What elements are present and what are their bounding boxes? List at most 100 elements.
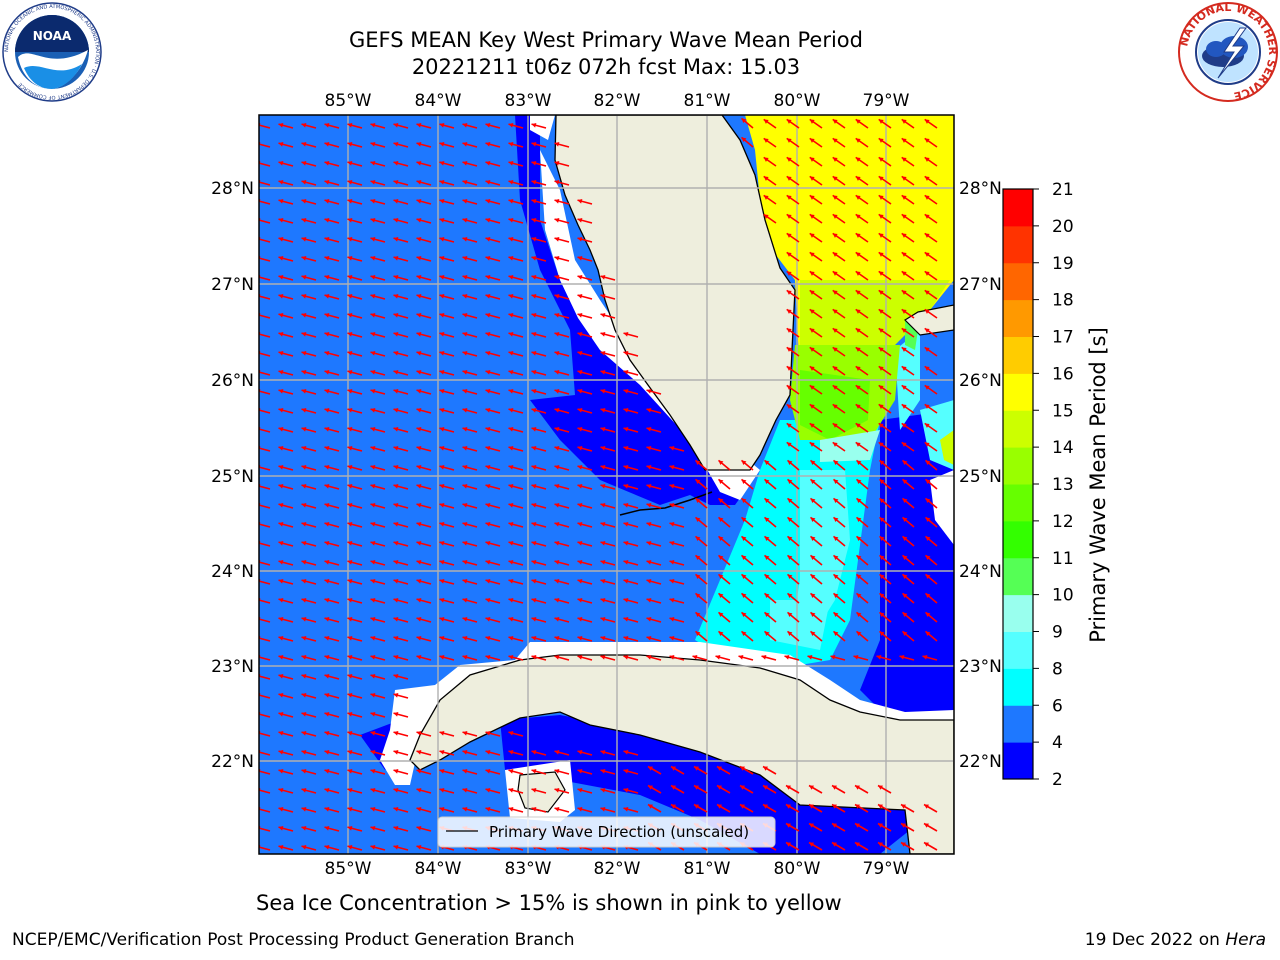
wave-arrow <box>577 616 593 623</box>
wave-arrow <box>370 464 386 471</box>
wave-arrow <box>324 407 340 414</box>
wave-arrow <box>370 483 386 490</box>
wave-arrow <box>554 597 570 604</box>
wave-arrow <box>370 768 386 775</box>
wave-arrow <box>878 365 892 376</box>
wave-arrow <box>809 365 823 376</box>
wave-arrow <box>924 365 938 376</box>
lon-label-bottom: 79°W <box>863 859 910 879</box>
wave-arrow <box>301 464 317 471</box>
wave-arrow <box>278 635 294 642</box>
wave-arrow <box>462 787 478 794</box>
wave-arrow <box>324 787 340 794</box>
wave-arrow <box>416 578 432 585</box>
wave-arrow <box>347 635 363 642</box>
wave-arrow <box>324 369 340 376</box>
wave-arrow <box>301 388 317 395</box>
wave-arrow <box>832 611 846 623</box>
wave-arrow <box>370 540 386 547</box>
wave-arrow <box>439 236 455 243</box>
wave-arrow <box>347 540 363 547</box>
wave-arrow <box>855 289 869 300</box>
wave-arrow <box>485 388 501 395</box>
wave-arrow <box>508 426 524 433</box>
wave-arrow <box>899 654 915 661</box>
wave-arrow <box>531 616 547 623</box>
wave-arrow <box>554 293 570 300</box>
wave-arrow <box>278 445 294 452</box>
wave-arrow <box>694 611 708 623</box>
map-legend: Primary Wave Direction (unscaled) <box>437 816 776 848</box>
wave-arrow <box>531 179 547 186</box>
colorbar-swatch <box>1003 742 1033 780</box>
wave-arrow <box>531 787 547 794</box>
wave-arrow <box>462 521 478 528</box>
wave-arrow <box>301 179 317 186</box>
credit-date-text: 19 Dec 2022 on <box>1084 930 1226 950</box>
wave-arrow <box>278 844 294 851</box>
wave-arrow <box>646 483 662 490</box>
wave-arrow <box>577 654 593 661</box>
wave-arrow <box>393 331 409 338</box>
wave-arrow <box>740 630 754 642</box>
wave-arrow <box>577 312 593 319</box>
wave-arrow <box>416 483 432 490</box>
wave-arrow <box>301 502 317 509</box>
wave-arrow <box>646 578 662 585</box>
wave-arrow <box>301 844 317 851</box>
wave-arrow <box>370 122 386 129</box>
wave-arrow <box>462 597 478 604</box>
wave-arrow <box>646 388 662 395</box>
wave-arrow <box>669 654 685 661</box>
wave-arrow <box>416 521 432 528</box>
wave-arrow <box>508 464 524 471</box>
wave-arrow <box>370 388 386 395</box>
wave-arrow <box>717 611 731 623</box>
wave-arrow <box>922 654 938 661</box>
wave-arrow <box>393 141 409 148</box>
wave-arrow <box>623 578 639 585</box>
wave-arrow <box>878 384 892 395</box>
wave-arrow <box>740 478 754 490</box>
wave-arrow <box>878 194 892 205</box>
lat-label-left: 27°N <box>211 275 254 295</box>
wave-arrow <box>439 388 455 395</box>
wave-arrow <box>876 654 892 661</box>
wave-arrow <box>278 179 294 186</box>
wave-arrow <box>669 559 685 566</box>
wave-arrow <box>878 630 892 642</box>
wave-arrow <box>600 445 616 452</box>
wave-arrow <box>623 445 639 452</box>
map-frame <box>258 114 955 855</box>
wave-arrow <box>416 198 432 205</box>
wave-arrow <box>878 535 892 547</box>
wave-arrow <box>439 787 455 794</box>
wave-arrow <box>370 350 386 357</box>
wave-arrow <box>301 236 317 243</box>
wave-arrow <box>901 497 915 509</box>
colorbar-tick-label: 13 <box>1052 475 1074 495</box>
wave-arrow <box>785 784 800 794</box>
wave-arrow <box>531 559 547 566</box>
wave-arrow <box>531 122 547 129</box>
shelf-dark-blue-gulf <box>515 115 760 505</box>
colorbar-tick-label: 12 <box>1052 512 1074 532</box>
wave-arrow <box>370 692 386 699</box>
wave-arrow <box>439 578 455 585</box>
wave-arrow <box>809 137 823 148</box>
wave-arrow <box>554 483 570 490</box>
wave-arrow <box>878 118 892 129</box>
wave-arrow <box>740 136 754 148</box>
colorbar-swatch <box>1003 225 1033 264</box>
wave-arrow <box>347 236 363 243</box>
credit-date: 19 Dec 2022 on Hera <box>1085 930 1266 950</box>
colorbar-tick-label: 8 <box>1052 659 1063 679</box>
wave-arrow <box>370 312 386 319</box>
wave-arrow <box>508 483 524 490</box>
wave-arrow <box>531 654 547 661</box>
wave-arrow <box>485 255 501 262</box>
wave-arrow <box>717 535 731 547</box>
wave-arrow <box>877 841 892 851</box>
wave-arrow <box>347 825 363 832</box>
wave-arrow <box>370 825 386 832</box>
